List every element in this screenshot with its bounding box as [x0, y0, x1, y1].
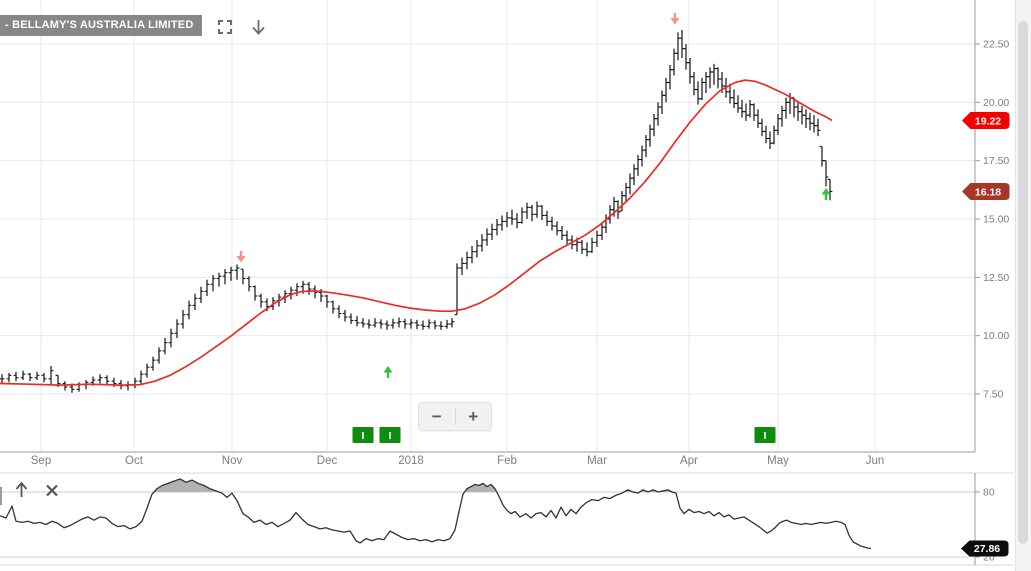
- price-tick-label: 15.00: [983, 214, 1009, 226]
- ohlc-bars: [0, 30, 833, 393]
- price-axis-labels: 22.50 20.00 17.50 15.00 12.50 10.00 7.50: [975, 39, 1009, 401]
- svg-text:27.86: 27.86: [974, 543, 1000, 555]
- scrollbar-thumb[interactable]: [1018, 21, 1028, 544]
- svg-text:19.22: 19.22: [975, 115, 1001, 127]
- oscillator-level-label: 20: [983, 552, 995, 564]
- price-tick-label: 12.50: [983, 272, 1009, 284]
- indicator-close-icon[interactable]: [45, 484, 59, 497]
- sell-arrow-icon[interactable]: [236, 251, 246, 263]
- event-badge[interactable]: I: [754, 427, 776, 443]
- price-tick-label: 20.00: [983, 97, 1009, 109]
- sell-arrow-icon[interactable]: [670, 13, 680, 25]
- oscillator-panel: 80 20: [0, 472, 1014, 566]
- indicator-move-up-icon[interactable]: [14, 480, 29, 499]
- zoom-divider: [454, 408, 456, 425]
- month-label: 2018: [398, 455, 424, 467]
- buy-arrow-icon[interactable]: [383, 366, 393, 378]
- price-tick-label: 7.50: [983, 389, 1004, 401]
- month-label: Oct: [125, 455, 144, 467]
- svg-text:I: I: [764, 430, 767, 442]
- event-badge[interactable]: I: [352, 427, 374, 443]
- svg-text:I: I: [362, 430, 365, 442]
- month-label: Apr: [680, 455, 698, 467]
- vertical-scrollbar[interactable]: [1015, 0, 1031, 571]
- oscillator-value-badge: 27.86: [961, 540, 1009, 557]
- price-tick-label: 22.50: [983, 39, 1009, 51]
- month-label: Sep: [31, 455, 51, 467]
- ma-line: [0, 79, 833, 386]
- zoom-out-button[interactable]: −: [431, 407, 442, 426]
- event-badge[interactable]: I: [379, 427, 401, 443]
- chart-gridlines: [0, 0, 975, 452]
- month-label: Mar: [587, 455, 607, 467]
- zoom-in-button[interactable]: +: [468, 407, 479, 426]
- buy-arrow-icon[interactable]: [821, 188, 831, 200]
- expand-icon[interactable]: [217, 19, 233, 35]
- ma-value-badge: 19.22: [962, 112, 1010, 130]
- month-label: Feb: [497, 455, 517, 467]
- oscillator-level-label: 80: [983, 487, 995, 499]
- oscillator-overbought-fill: [154, 479, 672, 492]
- price-tick-label: 17.50: [983, 155, 1009, 167]
- signal-arrows: [236, 13, 831, 378]
- svg-text:16.18: 16.18: [975, 186, 1001, 198]
- oscillator-line: [0, 478, 872, 550]
- svg-text:I: I: [389, 430, 392, 442]
- time-axis-labels: Sep Oct Nov Dec 2018 Feb Mar Apr May Jun: [31, 455, 885, 467]
- chart-axes: [0, 0, 976, 453]
- month-label: Nov: [222, 455, 243, 467]
- symbol-title-bar[interactable]: - BELLAMY'S AUSTRALIA LIMITED: [0, 15, 203, 36]
- collapse-panel-arrow-icon[interactable]: [250, 18, 267, 37]
- month-label: Jun: [866, 455, 885, 467]
- month-label: Dec: [317, 455, 338, 467]
- last-price-badge: 16.18: [962, 182, 1010, 200]
- zoom-control: − +: [418, 402, 492, 431]
- price-tick-label: 10.00: [983, 330, 1009, 342]
- symbol-title: - BELLAMY'S AUSTRALIA LIMITED: [5, 19, 194, 31]
- month-label: May: [767, 455, 789, 467]
